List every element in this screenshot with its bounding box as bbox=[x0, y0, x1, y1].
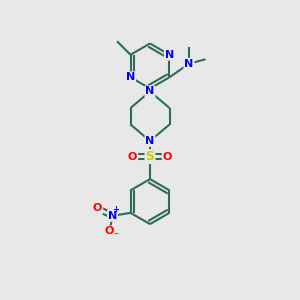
Text: S: S bbox=[146, 150, 154, 163]
Text: +: + bbox=[112, 205, 120, 214]
Text: O: O bbox=[128, 152, 137, 162]
Text: N: N bbox=[146, 86, 154, 97]
Text: N: N bbox=[184, 59, 194, 69]
Text: N: N bbox=[108, 211, 117, 221]
Text: O: O bbox=[93, 203, 102, 213]
Text: N: N bbox=[126, 72, 135, 82]
Text: N: N bbox=[165, 50, 174, 60]
Text: ⁻: ⁻ bbox=[114, 231, 119, 241]
Text: O: O bbox=[105, 226, 114, 236]
Text: N: N bbox=[146, 136, 154, 146]
Text: O: O bbox=[163, 152, 172, 162]
